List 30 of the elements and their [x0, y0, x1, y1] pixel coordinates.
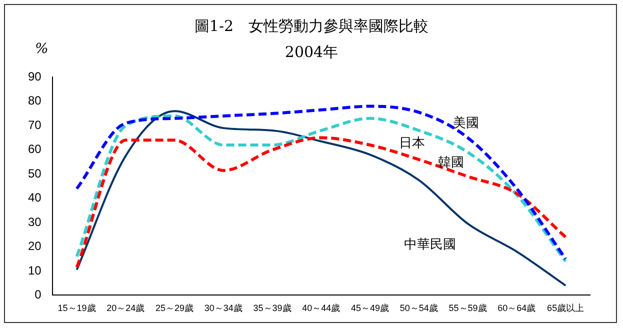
x-tick-label: 30～34歲	[204, 303, 242, 314]
x-tick-label: 55～59歲	[448, 303, 487, 314]
y-tick-label: 80	[28, 94, 42, 108]
y-tick-label: 20	[28, 239, 42, 254]
x-tick-label: 45～49歲	[351, 303, 390, 314]
y-tick-label: 40	[28, 190, 42, 205]
y-axis-title: %	[35, 41, 48, 57]
line-series	[76, 110, 567, 287]
x-tick-label: 20～24歲	[106, 303, 145, 314]
series-label: 美國	[452, 115, 479, 132]
y-tick-label: 30	[28, 214, 42, 229]
chart-subtitle: 2004年	[284, 43, 338, 61]
x-tick-label: 40～44歲	[302, 303, 340, 314]
x-tick-label: 25～29歲	[156, 303, 194, 314]
x-tick-label: 50～54歲	[400, 303, 438, 314]
x-tick-label: 65歲以上	[547, 303, 584, 314]
y-tick-label: 60	[28, 142, 42, 156]
y-tick-label: 70	[28, 118, 42, 132]
x-tick-label: 15～19歲	[58, 303, 96, 314]
x-tick-label: 35～39歲	[253, 303, 292, 314]
line-series	[75, 136, 568, 269]
series-label: 中華民國	[404, 238, 456, 253]
chart-title: 圖1-2 女性勞動力參與率國際比較	[193, 17, 430, 36]
series-label: 韓國	[438, 156, 464, 171]
y-tick-label: 10	[28, 263, 42, 278]
y-tick-label: 50	[28, 166, 42, 180]
y-tick-label: 0	[34, 288, 42, 302]
x-tick-label: 60～64歲	[498, 303, 536, 314]
y-tick-label: 90	[28, 70, 42, 84]
series-label: 日本	[398, 136, 425, 151]
